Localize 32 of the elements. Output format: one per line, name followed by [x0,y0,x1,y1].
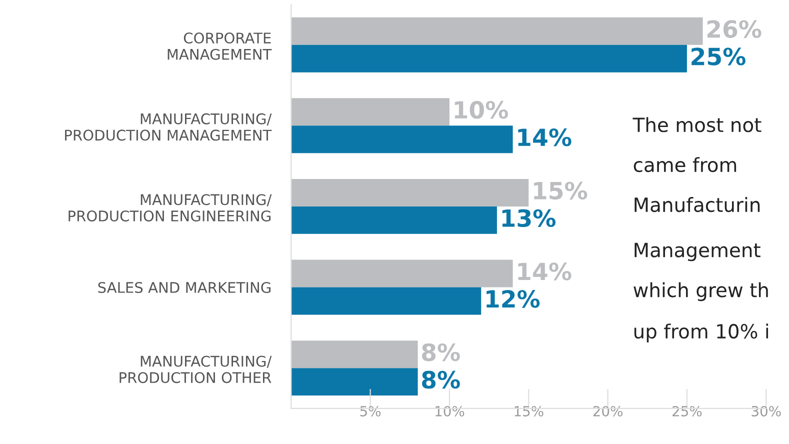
bar [291,178,529,206]
y-tick-label: MANUFACTURING/ PRODUCTION MANAGEMENT [65,113,272,141]
data-label: 8% [422,370,460,389]
bar [291,44,687,72]
annotation: Management [634,242,760,262]
data-label: 8% [422,343,460,362]
bar [291,260,513,288]
annotation: came from [634,157,736,172]
data-label: 26% [707,20,762,38]
bar [291,340,418,368]
bar [291,17,703,45]
annotation: Manufacturin [634,197,760,212]
data-label: 25% [692,48,746,66]
bar [291,206,497,234]
bar [291,98,450,126]
y-tick-label: CORPORATE MANAGEMENT [168,32,272,60]
data-label: 10% [454,100,508,119]
data-label: 14% [518,128,572,146]
data-label: 14% [518,262,572,280]
data-label: 15% [534,182,588,200]
data-label: 13% [502,209,556,228]
bar [291,126,513,154]
x-tick-label: 30% [752,406,781,416]
y-tick-label: MANUFACTURING/ PRODUCTION ENGINEERING [68,194,272,222]
annotation: which grew th [634,282,768,302]
annotation: The most not [632,117,762,132]
bar [291,368,418,396]
y-tick-label: SALES AND MARKETING [98,282,270,294]
bar [291,287,482,315]
annotation: up from 10% i [634,324,768,342]
y-tick-label: MANUFACTURING/ PRODUCTION OTHER [120,356,272,384]
data-label: 12% [486,290,540,308]
